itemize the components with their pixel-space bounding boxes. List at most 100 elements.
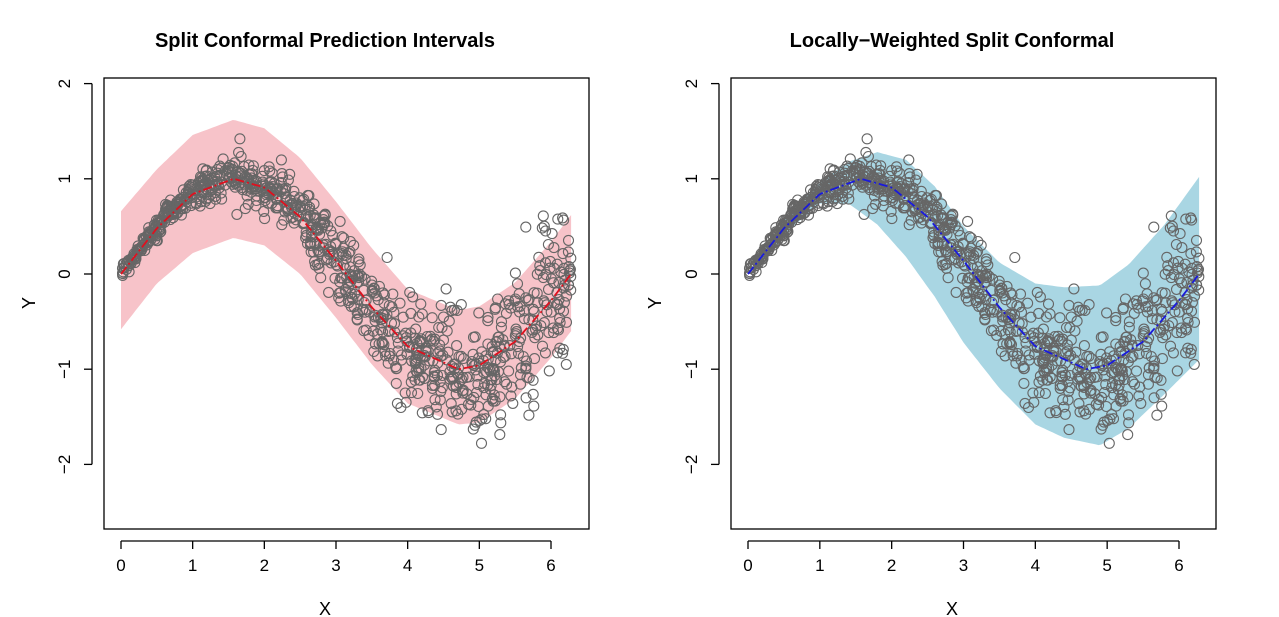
data-point: [1188, 358, 1200, 370]
data-point: [1120, 331, 1132, 343]
data-point: [1001, 280, 1013, 292]
data-point: [755, 248, 767, 260]
data-point: [565, 252, 577, 264]
data-point: [983, 270, 995, 282]
data-point: [558, 279, 570, 291]
data-point: [452, 362, 465, 374]
data-point: [976, 288, 988, 300]
data-point: [301, 238, 314, 250]
data-point: [546, 228, 558, 240]
data-point: [233, 146, 245, 158]
x-tick-label: 4: [403, 556, 412, 575]
data-point: [316, 222, 328, 234]
data-point: [476, 346, 488, 358]
data-point: [445, 371, 457, 383]
data-point: [298, 217, 310, 229]
data-point: [1033, 307, 1045, 319]
data-point: [1186, 296, 1198, 309]
data-point: [403, 341, 416, 353]
data-point: [1081, 377, 1093, 389]
data-point: [333, 287, 345, 299]
data-point: [870, 159, 882, 171]
data-point: [1007, 346, 1019, 358]
data-point: [1122, 391, 1134, 403]
data-point: [512, 341, 524, 353]
data-point: [429, 333, 441, 345]
data-point: [511, 326, 523, 338]
data-point: [834, 179, 846, 191]
data-point: [995, 345, 1007, 358]
right-chart-panel: Locally−Weighted Split Conformal 0 1 2 3 4 5 6…: [645, 30, 1217, 617]
data-point: [1037, 323, 1049, 335]
data-point: [344, 261, 356, 273]
data-point: [540, 269, 552, 281]
data-point: [473, 307, 485, 319]
data-point: [275, 186, 287, 198]
data-point: [531, 287, 543, 299]
data-point: [1095, 423, 1107, 435]
data-point: [334, 215, 346, 227]
data-point: [259, 192, 271, 204]
data-point: [1130, 295, 1142, 307]
right-x-axis-label: X: [946, 599, 958, 617]
data-point: [527, 314, 539, 326]
x-tick-label: 2: [887, 556, 896, 575]
data-point: [1099, 370, 1111, 382]
data-point: [424, 335, 437, 347]
data-point: [843, 193, 855, 205]
data-point: [861, 133, 873, 145]
data-point: [1096, 391, 1108, 403]
data-point: [972, 235, 984, 248]
data-point: [1064, 369, 1076, 382]
data-point: [1037, 355, 1049, 367]
data-point: [377, 287, 389, 299]
data-point: [309, 256, 321, 268]
data-point: [920, 210, 932, 222]
data-point: [1013, 317, 1025, 329]
data-point: [405, 307, 417, 319]
data-point: [340, 286, 352, 298]
left-y-axis-label: Y: [19, 297, 39, 309]
data-point: [1031, 341, 1043, 353]
data-point: [315, 217, 327, 229]
data-point: [1167, 347, 1179, 359]
data-point: [440, 283, 452, 295]
data-point: [499, 350, 511, 362]
data-point: [984, 304, 997, 316]
data-point: [898, 201, 910, 213]
data-point: [945, 214, 957, 226]
data-point: [856, 157, 868, 169]
data-point: [860, 146, 872, 158]
data-point: [330, 259, 343, 271]
data-point: [560, 358, 572, 370]
data-point: [827, 165, 839, 177]
data-point: [821, 200, 833, 212]
data-point: [1189, 290, 1201, 302]
data-point: [451, 340, 463, 352]
data-point: [536, 340, 549, 352]
data-point: [839, 163, 851, 175]
x-tick-label: 4: [1031, 556, 1040, 575]
x-tick-label: 0: [743, 556, 752, 575]
data-point: [911, 168, 923, 180]
data-point: [1065, 311, 1077, 323]
data-point: [391, 397, 403, 409]
data-point: [539, 347, 551, 359]
data-point: [973, 291, 985, 303]
data-point: [1100, 352, 1113, 364]
data-point: [1164, 340, 1177, 352]
data-point: [229, 157, 241, 169]
data-point: [1074, 305, 1086, 317]
data-point: [1073, 398, 1085, 410]
data-point: [437, 311, 450, 323]
data-point: [1159, 268, 1171, 280]
data-point: [552, 299, 564, 311]
data-point: [1133, 390, 1145, 402]
data-point: [146, 228, 158, 240]
data-point: [348, 288, 361, 300]
data-point: [948, 254, 960, 266]
right-x-axis: 0 1 2 3 4 5 6: [743, 540, 1184, 575]
data-point: [552, 213, 564, 225]
data-point: [957, 238, 969, 250]
data-point: [810, 180, 822, 192]
